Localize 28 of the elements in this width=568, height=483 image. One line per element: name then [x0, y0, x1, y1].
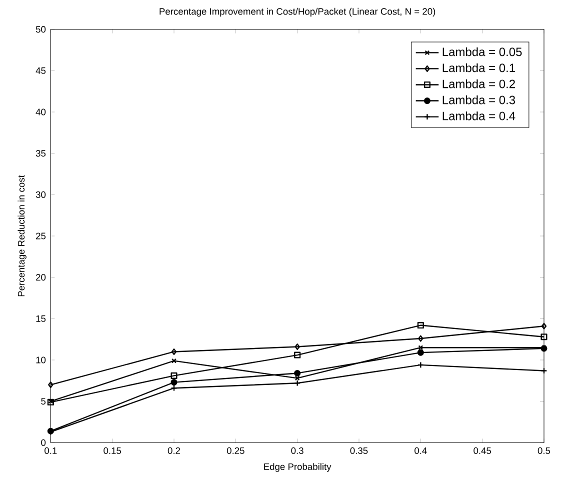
- x-tick-label: 0.4: [414, 448, 427, 454]
- y-tick-label: 45: [36, 68, 46, 74]
- y-tick-label: 50: [36, 26, 46, 33]
- legend-label: Lambda = 0.2: [442, 80, 515, 88]
- legend-label: Lambda = 0.3: [442, 96, 516, 104]
- x-tick-label: 0.3: [291, 448, 304, 454]
- y-tick-label: 0: [41, 440, 46, 446]
- legend-label: Lambda = 0.1: [442, 64, 515, 72]
- x-tick-label: 0.1: [44, 448, 57, 454]
- y-tick-label: 30: [36, 192, 46, 198]
- x-tick-label: 0.5: [538, 448, 550, 454]
- chart-title: Percentage Improvement in Cost/Hop/Packet (Linear Cost, N = 20): [160, 8, 436, 17]
- x-tick-label: 0.25: [226, 448, 244, 454]
- y-tick-label: 40: [36, 108, 46, 116]
- y-axis-title: Percentage Reduction in cost: [18, 175, 26, 296]
- x-tick-label: 0.35: [350, 448, 368, 454]
- y-tick-label: 20: [36, 274, 46, 281]
- y-tick-label: 5: [41, 398, 46, 405]
- legend-label: Lambda = 0.4: [442, 112, 516, 120]
- y-tick-label: 25: [36, 232, 46, 240]
- legend-label: Lambda = 0.05: [442, 48, 522, 56]
- x-axis-title: Edge Probability: [264, 463, 332, 472]
- y-tick-label: 35: [36, 150, 46, 157]
- x-tick-label: 0.15: [104, 448, 122, 454]
- y-tick-label: 15: [36, 316, 46, 322]
- x-tick-label: 0.2: [168, 448, 180, 454]
- x-tick-label: 0.45: [474, 448, 492, 454]
- y-tick-label: 10: [36, 356, 46, 364]
